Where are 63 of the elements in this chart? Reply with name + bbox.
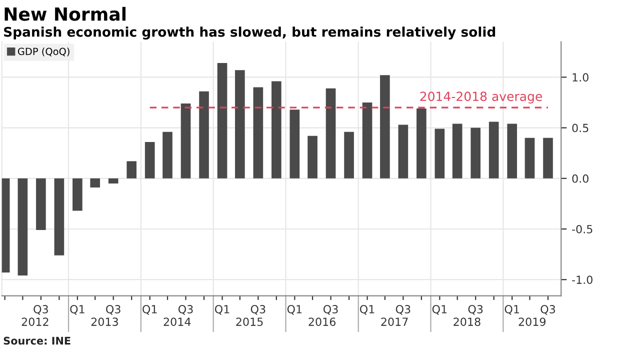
bar xyxy=(362,102,372,178)
legend-label: GDP (QoQ) xyxy=(18,48,70,56)
text: 2015 xyxy=(236,318,263,326)
bar xyxy=(380,75,390,178)
bar xyxy=(199,91,209,178)
x-tick-label: Q3 xyxy=(396,305,410,315)
bar xyxy=(416,108,426,178)
y-tick-label: 0.0 xyxy=(572,174,588,183)
y-tick-label: 0.5 xyxy=(572,124,588,132)
bar xyxy=(308,136,318,178)
bar xyxy=(72,178,82,211)
bar xyxy=(434,128,445,178)
text: 2012 xyxy=(22,318,48,326)
bar xyxy=(344,132,354,178)
x-tick-label: Q1 xyxy=(214,305,230,315)
bar xyxy=(90,178,100,188)
bar xyxy=(235,70,245,178)
bar xyxy=(18,178,28,276)
bar xyxy=(180,104,191,178)
text: 2014 xyxy=(164,318,191,326)
x-tick-label: Q3 xyxy=(468,305,483,315)
bar xyxy=(253,87,264,178)
source-note: Source: INE xyxy=(4,336,70,345)
bar xyxy=(162,132,172,178)
text: 2017 xyxy=(381,318,408,326)
x-tick-label: Q1 xyxy=(142,305,157,315)
text: 2019 xyxy=(518,318,546,326)
x-tick-label: Q3 xyxy=(323,305,338,315)
bar xyxy=(326,88,336,178)
y-tick-label: 1.0 xyxy=(572,73,588,82)
x-tick-label: Q3 xyxy=(178,305,193,315)
y-tick-label: -0.5 xyxy=(572,224,592,234)
x-tick-label: Q3 xyxy=(34,305,48,315)
x-tick-label: Q1 xyxy=(504,305,519,315)
bar xyxy=(126,161,137,178)
bar xyxy=(488,122,499,178)
bar xyxy=(272,81,282,178)
bar xyxy=(108,178,118,184)
bar xyxy=(452,124,462,178)
bar xyxy=(398,124,408,178)
x-tick-label: Q3 xyxy=(540,305,556,315)
x-tick-label: Q1 xyxy=(287,305,302,315)
chart-title: New Normal xyxy=(4,6,126,21)
x-tick-label: Q3 xyxy=(250,305,266,315)
text: 2013 xyxy=(91,318,118,326)
series-label: 2014-2018 average xyxy=(420,92,542,104)
bar xyxy=(543,138,553,178)
bar xyxy=(144,142,155,178)
x-tick-label: Q1 xyxy=(70,305,84,315)
chart-subtitle: Spanish economic growth has slowed, but remains relatively solid xyxy=(4,26,496,40)
text: 2018 xyxy=(454,318,480,326)
bar xyxy=(524,138,535,178)
x-tick-label: Q1 xyxy=(432,305,447,315)
bar xyxy=(36,178,46,230)
x-tick-label: Q1 xyxy=(360,305,374,315)
bar xyxy=(470,128,481,178)
text: 2016 xyxy=(308,318,336,326)
bar xyxy=(507,124,518,178)
bar xyxy=(290,110,300,178)
bar xyxy=(54,178,64,256)
bar xyxy=(217,63,228,178)
y-tick-label: -1.0 xyxy=(572,276,592,284)
x-tick-label: Q3 xyxy=(106,305,120,315)
